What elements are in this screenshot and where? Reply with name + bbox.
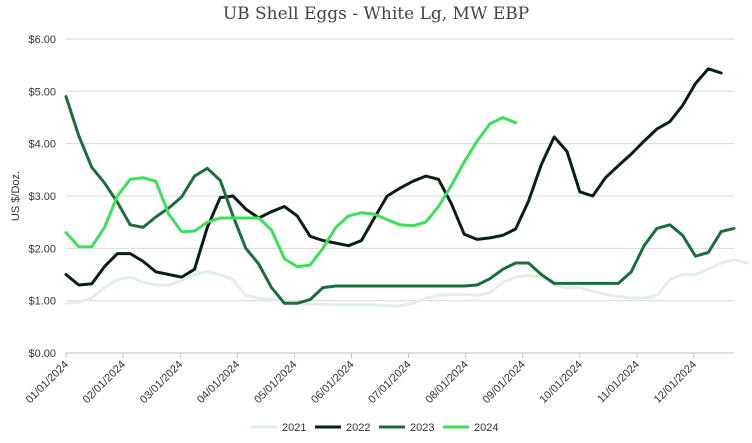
x-tick-label: 12/01/2024	[652, 359, 699, 406]
y-tick-label: $0.00	[28, 348, 56, 360]
x-tick-label: 07/01/2024	[366, 359, 413, 406]
legend-label-2022: 2022	[346, 422, 370, 434]
x-tick-label: 05/01/2024	[252, 359, 299, 406]
y-tick-label: $6.00	[28, 34, 56, 46]
y-tick-label: $2.00	[28, 243, 56, 255]
x-tick-label: 06/01/2024	[309, 359, 356, 406]
gridlines	[66, 38, 734, 354]
x-tick-label: 02/01/2024	[81, 359, 128, 406]
y-axis-ticks: $0.00 $1.00 $2.00 $3.00 $4.00 $5.00 $6.00	[28, 34, 56, 360]
series-lines	[64, 67, 749, 308]
y-tick-label: $5.00	[28, 86, 56, 98]
x-tick-label: 04/01/2024	[195, 359, 242, 406]
legend-label-2024: 2024	[474, 422, 498, 434]
x-tick-label: 11/01/2024	[595, 359, 642, 406]
x-tick-label: 08/01/2024	[423, 359, 470, 406]
series-line-2023	[64, 95, 736, 305]
legend-label-2021: 2021	[282, 422, 306, 434]
x-tick-label: 09/01/2024	[480, 359, 527, 406]
y-tick-label: $4.00	[28, 139, 56, 151]
x-tick-label: 01/01/2024	[24, 359, 71, 406]
series-line-2021	[64, 258, 749, 308]
x-tick-label: 10/01/2024	[538, 359, 585, 406]
chart-title: UB Shell Eggs - White Lg, MW EBP	[223, 4, 529, 24]
x-tick-label: 03/01/2024	[138, 359, 185, 406]
legend: 2021 2022 2023 2024	[251, 422, 498, 434]
y-axis-label: US $/Doz.	[10, 171, 22, 221]
series-line-2022	[64, 67, 723, 287]
series-line-2024	[64, 116, 518, 269]
y-tick-label: $1.00	[28, 296, 56, 308]
legend-label-2023: 2023	[410, 422, 434, 434]
x-axis-ticks: 01/01/2024 02/01/2024 03/01/2024 04/01/2024…	[24, 353, 699, 406]
y-tick-label: $3.00	[28, 191, 56, 203]
